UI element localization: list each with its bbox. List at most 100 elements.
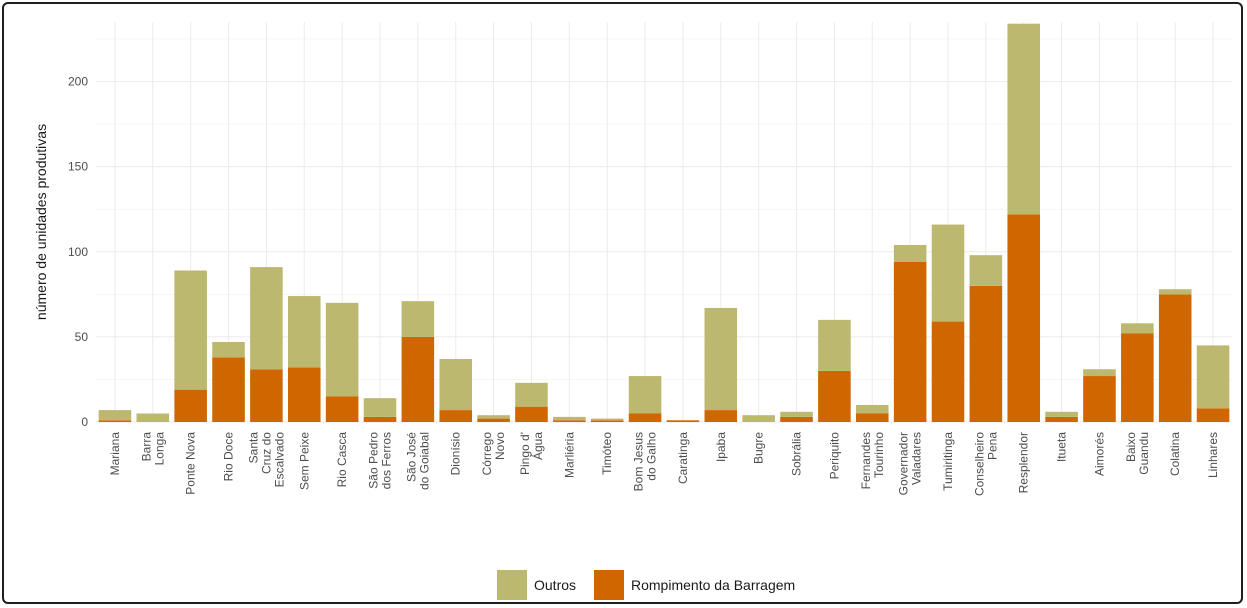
bar-outros bbox=[439, 359, 473, 411]
legend-label-outros: Outros bbox=[534, 577, 576, 593]
bar-outros bbox=[1083, 369, 1116, 377]
bar-rompimento bbox=[969, 285, 1003, 422]
bar-outros bbox=[893, 244, 927, 262]
bar-outros bbox=[553, 416, 586, 421]
x-tick-label: SantaCruz doEscalvado bbox=[246, 432, 286, 488]
bar-rompimento bbox=[515, 406, 548, 422]
bar-outros bbox=[98, 410, 132, 421]
x-tick-label: Rio Doce bbox=[222, 432, 236, 482]
bar-outros bbox=[931, 224, 965, 322]
x-tick-label: Aimorés bbox=[1092, 432, 1106, 476]
bar-rompimento bbox=[1007, 214, 1041, 422]
x-tick-label: Bugre bbox=[752, 432, 766, 464]
bar-outros bbox=[287, 296, 321, 368]
bar-outros bbox=[136, 413, 170, 422]
x-tick-label: Itueta bbox=[1055, 432, 1069, 462]
bar-rompimento bbox=[1196, 408, 1230, 422]
x-tick-label: Tumiritinga bbox=[941, 432, 955, 491]
bar-outros bbox=[780, 411, 813, 417]
bars bbox=[98, 23, 1230, 422]
stacked-bar-chart: 0 50 100 150 200 número de unidades produtiva… bbox=[33, 22, 1232, 600]
legend: Outros Rompimento da Barragem bbox=[497, 570, 795, 600]
bar-rompimento bbox=[704, 410, 738, 422]
bar-outros bbox=[704, 307, 738, 411]
y-tick-label: 50 bbox=[75, 330, 89, 344]
bar-outros bbox=[1121, 323, 1154, 334]
bar-rompimento bbox=[477, 418, 510, 422]
bar-outros bbox=[590, 418, 624, 421]
bar-rompimento bbox=[1158, 294, 1192, 422]
x-tick-label: BarraLonga bbox=[139, 432, 166, 466]
x-tick-label: São Josédo Goiabal bbox=[404, 432, 431, 490]
bar-rompimento bbox=[98, 420, 132, 422]
bar-rompimento bbox=[931, 321, 965, 422]
bar-outros bbox=[969, 255, 1003, 286]
bar-outros bbox=[212, 342, 245, 358]
y-tick-label: 150 bbox=[68, 160, 88, 174]
x-tick-label: Timóteo bbox=[600, 432, 614, 475]
bar-rompimento bbox=[1045, 416, 1078, 422]
bar-outros bbox=[325, 302, 359, 397]
x-tick-label: Ipaba bbox=[714, 432, 728, 462]
x-tick-label: FernandesTourinho bbox=[859, 432, 886, 490]
x-tick-label: Sem Peixe bbox=[297, 432, 311, 490]
bar-rompimento bbox=[212, 357, 245, 422]
x-tick-label: GovernadorValadares bbox=[897, 432, 924, 495]
x-tick-label: Linhares bbox=[1206, 432, 1220, 478]
bar-rompimento bbox=[818, 370, 851, 422]
bar-outros bbox=[250, 267, 283, 370]
bar-rompimento bbox=[553, 420, 586, 422]
x-tick-label: Pingo d'Água bbox=[518, 432, 545, 475]
x-tick-label: Sobrália bbox=[790, 432, 804, 476]
bar-outros bbox=[174, 270, 207, 390]
bar-outros bbox=[742, 415, 775, 422]
bar-rompimento bbox=[893, 262, 927, 422]
y-tick-label: 0 bbox=[81, 415, 88, 429]
x-tick-label: ConselheiroPena bbox=[972, 432, 999, 496]
x-tick-label: Rio Casca bbox=[335, 432, 349, 488]
bar-rompimento bbox=[1083, 376, 1116, 422]
bar-outros bbox=[1196, 345, 1230, 409]
x-tick-label: Ponte Nova bbox=[184, 432, 198, 495]
legend-swatch-outros bbox=[497, 570, 527, 600]
bar-outros bbox=[477, 415, 510, 419]
bar-rompimento bbox=[628, 413, 662, 422]
bar-rompimento bbox=[401, 336, 435, 422]
bar-rompimento bbox=[174, 389, 207, 422]
bar-outros bbox=[1158, 289, 1192, 295]
legend-swatch-rompimento bbox=[594, 570, 624, 600]
bar-rompimento bbox=[250, 369, 283, 422]
y-axis-label: número de unidades produtivas bbox=[33, 124, 49, 320]
bar-rompimento bbox=[666, 420, 700, 422]
bar-rompimento bbox=[1121, 333, 1154, 422]
bar-outros bbox=[1007, 23, 1041, 215]
bar-rompimento bbox=[363, 416, 397, 422]
x-tick-label: São Pedrodos Ferros bbox=[367, 432, 394, 490]
bar-outros bbox=[855, 404, 889, 414]
bar-rompimento bbox=[590, 420, 624, 422]
bar-rompimento bbox=[325, 396, 359, 422]
x-tick-label: Marliéria bbox=[562, 432, 576, 478]
bar-outros bbox=[1045, 411, 1078, 417]
x-tick-label: Colatina bbox=[1168, 432, 1182, 476]
y-tick-label: 100 bbox=[68, 245, 88, 259]
bar-rompimento bbox=[855, 413, 889, 422]
bar-outros bbox=[515, 382, 548, 407]
x-tick-label: Caratinga bbox=[676, 432, 690, 484]
bar-rompimento bbox=[287, 367, 321, 422]
x-tick-label: Bom Jesusdo Galho bbox=[632, 432, 659, 492]
legend-label-rompimento: Rompimento da Barragem bbox=[631, 577, 795, 593]
bar-outros bbox=[401, 301, 435, 337]
bar-outros bbox=[363, 398, 397, 417]
x-tick-label: CórregoNovo bbox=[480, 432, 507, 476]
x-tick-label: Mariana bbox=[108, 432, 122, 476]
bar-rompimento bbox=[439, 410, 473, 422]
x-tick-label: Resplendor bbox=[1017, 432, 1031, 493]
x-tick-label: Dionísio bbox=[449, 432, 463, 476]
y-tick-label: 200 bbox=[68, 75, 88, 89]
x-tick-label: Periquito bbox=[827, 432, 841, 480]
x-tick-label: BaixoGuandu bbox=[1124, 432, 1151, 475]
bar-outros bbox=[818, 319, 851, 371]
bar-rompimento bbox=[780, 416, 813, 422]
